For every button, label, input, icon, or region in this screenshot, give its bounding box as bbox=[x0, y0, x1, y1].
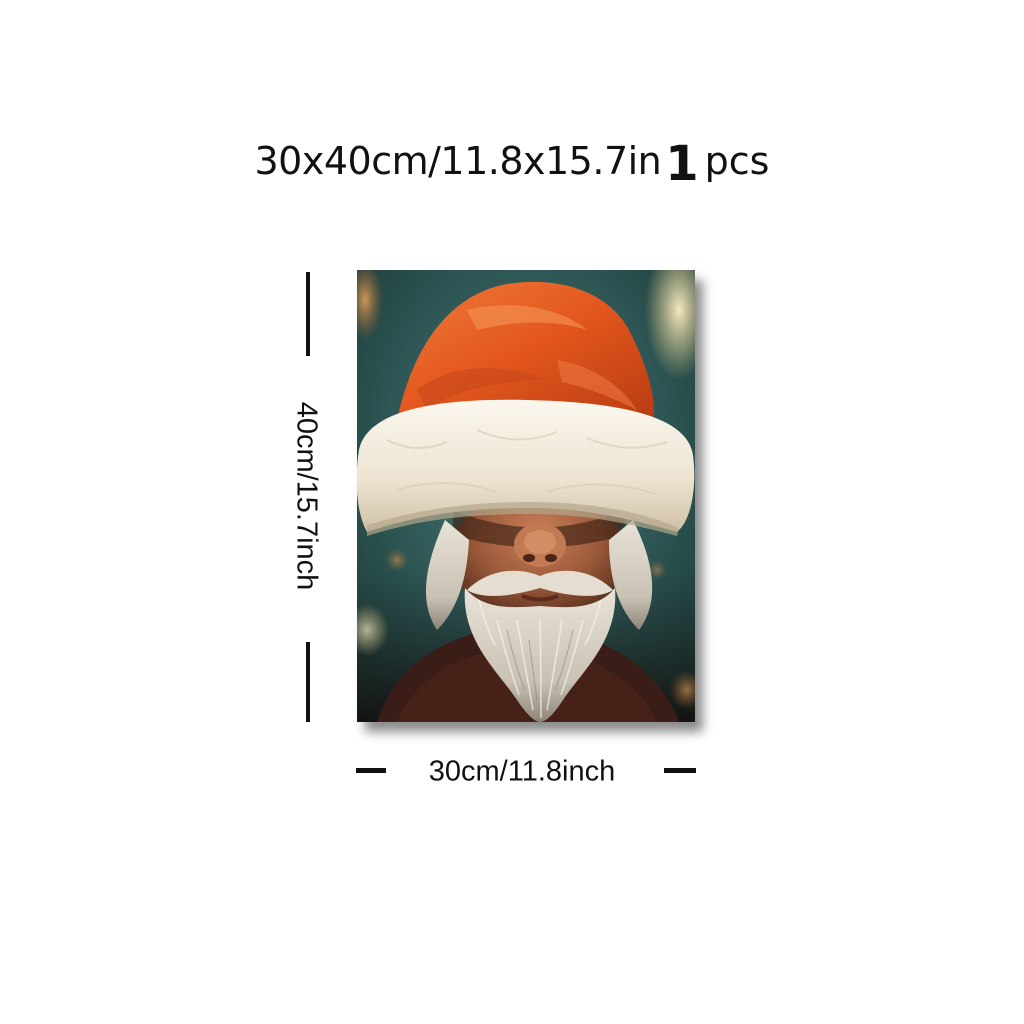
size-text: 30x40cm/11.8x15.7in bbox=[254, 139, 662, 183]
size-title: 30x40cm/11.8x15.7in1 pcs bbox=[0, 134, 1024, 188]
height-marker-top bbox=[306, 272, 310, 356]
width-marker-left bbox=[356, 768, 386, 773]
height-label: 40cm/15.7inch bbox=[290, 401, 323, 591]
width-label: 30cm/11.8inch bbox=[428, 755, 616, 788]
height-marker-bottom bbox=[306, 642, 310, 722]
canvas-print bbox=[357, 270, 695, 722]
quantity-number: 1 bbox=[665, 136, 699, 192]
quantity-unit: pcs bbox=[704, 139, 770, 183]
width-marker-right bbox=[664, 768, 696, 773]
santa-artwork bbox=[357, 270, 695, 722]
